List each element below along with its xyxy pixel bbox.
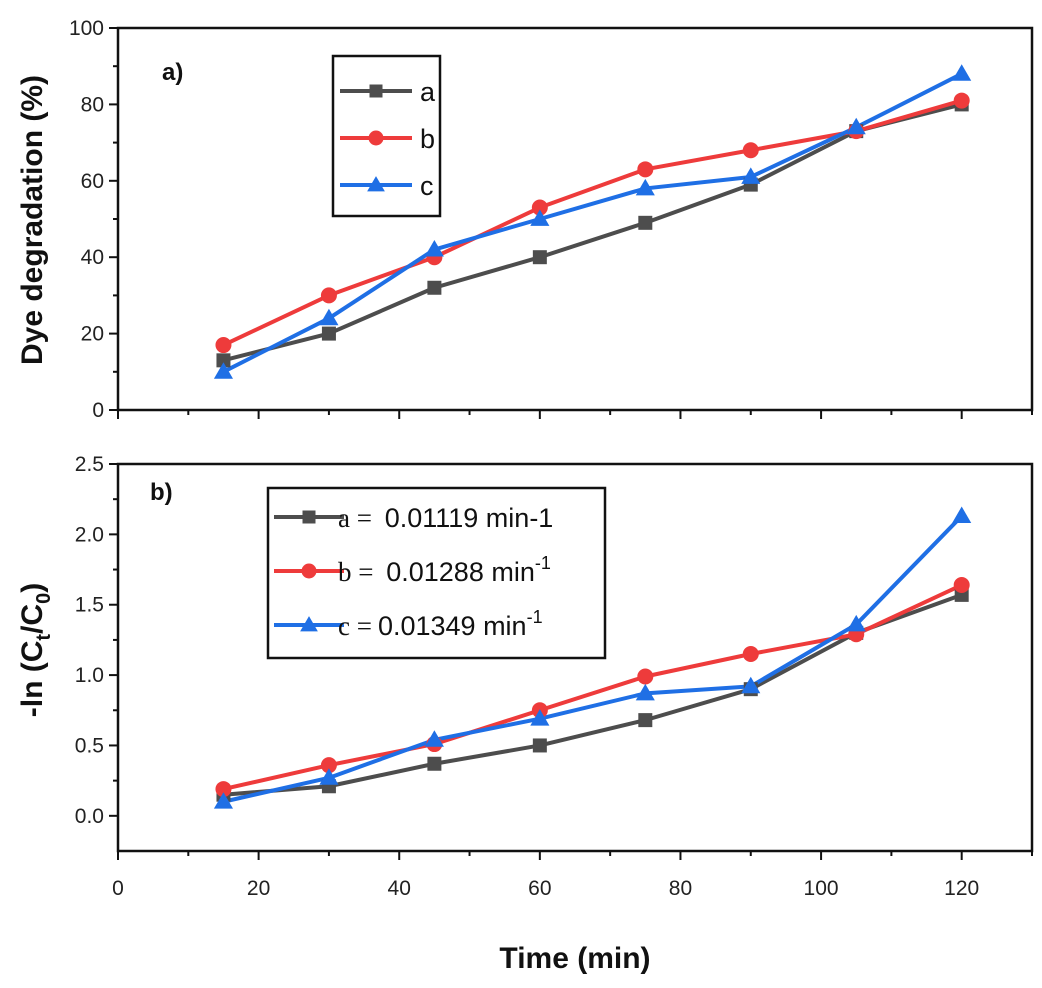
legend-marker-b (301, 563, 317, 579)
data-point-c (213, 792, 234, 809)
data-point-c (952, 506, 972, 523)
ylabel-main: -ln (C (16, 641, 49, 718)
x-tick-label: 40 (388, 877, 411, 900)
ylabel-sub-t: t (33, 634, 55, 641)
legend-label-b: b = 0.01288 min-1 (338, 553, 551, 587)
data-point-b (215, 337, 232, 354)
x-axis-title: Time (min) (499, 942, 650, 975)
data-point-a (427, 280, 442, 295)
ylabel-mid: /C (16, 604, 49, 634)
series-line-c (222, 72, 963, 374)
data-point-b (742, 645, 759, 662)
x-tick-label: 100 (804, 877, 839, 900)
x-tick-label: 20 (247, 877, 270, 900)
series-line-c (223, 514, 964, 804)
data-point-c (424, 240, 444, 257)
y-tick-label: 1.0 (75, 664, 104, 687)
legend-prefix-b: b = (338, 557, 380, 587)
data-point-b (531, 199, 548, 216)
y-tick-label: 0.5 (75, 734, 104, 757)
data-point-b (637, 668, 654, 685)
legend-marker-a (302, 510, 316, 524)
y-tick-label: 80 (81, 93, 104, 116)
data-point-c (952, 64, 972, 81)
ylabel-end: ) (16, 583, 49, 593)
panel-a: a) 0 20 40 60 80 100 abc (69, 17, 1034, 422)
data-point-c (319, 768, 339, 785)
legend-value-a: 0.01119 min-1 (385, 503, 554, 533)
panel-b: b) 0 20 40 60 80 100 120 0.0 0.5 1.0 1.5 2.0 2.5 a =… (75, 453, 1034, 900)
panel-a-legend: abc (331, 54, 442, 218)
data-point-a (427, 756, 442, 771)
legend-superscript-b: -1 (535, 553, 551, 573)
data-point-c (741, 167, 761, 184)
legend-marker-a (369, 84, 383, 98)
data-point-c (424, 730, 444, 747)
legend-label-b: b (420, 124, 435, 154)
data-point-a (532, 738, 547, 753)
legend-prefix-a: a = (338, 503, 379, 533)
x-tick-label: 120 (944, 877, 979, 900)
legend-value-c: 0.01349 min (378, 611, 527, 641)
data-point-a (638, 215, 653, 230)
data-point-a (638, 713, 653, 728)
y-tick-label: 2.0 (75, 523, 104, 546)
data-point-b (215, 781, 232, 798)
data-point-b (953, 92, 970, 109)
y-tick-label: 60 (81, 170, 104, 193)
legend-value-b: 0.01288 min (386, 557, 535, 587)
legend-label-c: c (420, 171, 434, 201)
legend-label-c: c = 0.01349 min-1 (338, 607, 543, 641)
data-point-c (319, 308, 339, 326)
y-tick-label: 100 (69, 17, 104, 40)
legend-marker-c (300, 616, 318, 632)
panel-a-y-title: Dye degradation (%) (16, 75, 49, 365)
data-point-c (846, 614, 866, 632)
series-line-a (223, 592, 963, 797)
legend-superscript-c: -1 (527, 607, 543, 627)
x-tick-label: 80 (669, 877, 692, 900)
series-line-a (222, 102, 963, 363)
panel-b-y-title: -ln (Ct/C0) (16, 583, 55, 717)
data-point-c (635, 683, 655, 701)
y-tick-label: 2.5 (75, 453, 104, 476)
data-point-c (635, 178, 655, 196)
data-point-c (530, 209, 550, 226)
data-point-a (216, 353, 231, 368)
legend-marker-c (367, 176, 385, 192)
y-tick-label: 40 (81, 246, 104, 269)
panel-b-label: b) (150, 479, 173, 506)
y-tick-label: 0 (92, 399, 104, 422)
data-point-b (320, 757, 337, 774)
data-point-b (742, 142, 759, 159)
data-point-c (530, 709, 550, 726)
y-tick-label: 20 (81, 323, 104, 346)
data-point-b (637, 161, 654, 178)
data-point-c (846, 117, 866, 135)
panel-b-legend: a = 0.01119 min-1b = 0.01288 min-1c = 0.0… (266, 486, 607, 660)
legend-label-a: a = 0.01119 min-1 (338, 503, 553, 533)
x-tick-label: 60 (528, 877, 551, 900)
data-point-b (953, 577, 970, 594)
x-tick-label: 0 (112, 877, 124, 900)
panel-b-frame (116, 462, 1034, 853)
data-point-b (320, 287, 337, 304)
y-tick-label: 1.5 (75, 594, 104, 617)
data-point-a (321, 326, 336, 341)
y-tick-label: 0.0 (75, 805, 104, 828)
legend-prefix-c: c = (338, 611, 372, 641)
legend-marker-b (368, 130, 384, 146)
ylabel-sub-0: 0 (33, 593, 55, 604)
data-point-a (532, 250, 547, 265)
data-point-c (741, 676, 761, 694)
series-line-b (223, 583, 963, 792)
panel-a-label: a) (162, 59, 183, 86)
legend-label-a: a (420, 77, 436, 107)
data-point-c (213, 362, 234, 379)
